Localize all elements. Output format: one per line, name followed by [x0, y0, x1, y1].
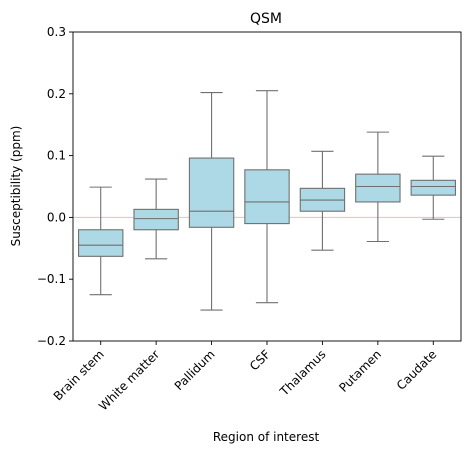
y-tick-label: −0.1: [37, 272, 66, 286]
x-tick-label: Pallidum: [172, 347, 218, 393]
x-tick-label: CSF: [247, 347, 273, 373]
x-tick-label: Putamen: [336, 347, 384, 395]
plot-area: [72, 31, 462, 342]
x-axis-title: Region of interest: [213, 430, 320, 444]
x-tick-label: Brain stem: [51, 347, 107, 403]
x-tick-label: Caudate: [394, 347, 440, 393]
y-tick-label: 0.3: [47, 25, 66, 39]
y-tick-label: 0.1: [47, 149, 66, 163]
iqr-box: [133, 208, 179, 231]
y-tick-label: −0.2: [37, 334, 66, 348]
y-axis: −0.2 −0.1 0.0 0.1 0.2 0.3: [37, 25, 73, 348]
box-3: [244, 90, 290, 304]
iqr-box: [77, 229, 124, 257]
box-6: [410, 155, 457, 220]
y-axis-title: Susceptibility (ppm): [9, 126, 23, 247]
box-4: [299, 150, 346, 251]
iqr-box: [355, 173, 401, 203]
box-2: [188, 92, 235, 311]
y-tick-label: 0.2: [47, 87, 66, 101]
iqr-box: [410, 179, 457, 196]
box-0: [77, 186, 124, 296]
iqr-box: [244, 169, 290, 225]
y-tick-label: 0.0: [47, 210, 66, 224]
chart-title: QSM: [250, 11, 282, 27]
iqr-box: [188, 157, 235, 228]
box-5: [355, 131, 401, 243]
x-tick-label: Thalamus: [277, 347, 329, 399]
box-1: [133, 178, 179, 260]
